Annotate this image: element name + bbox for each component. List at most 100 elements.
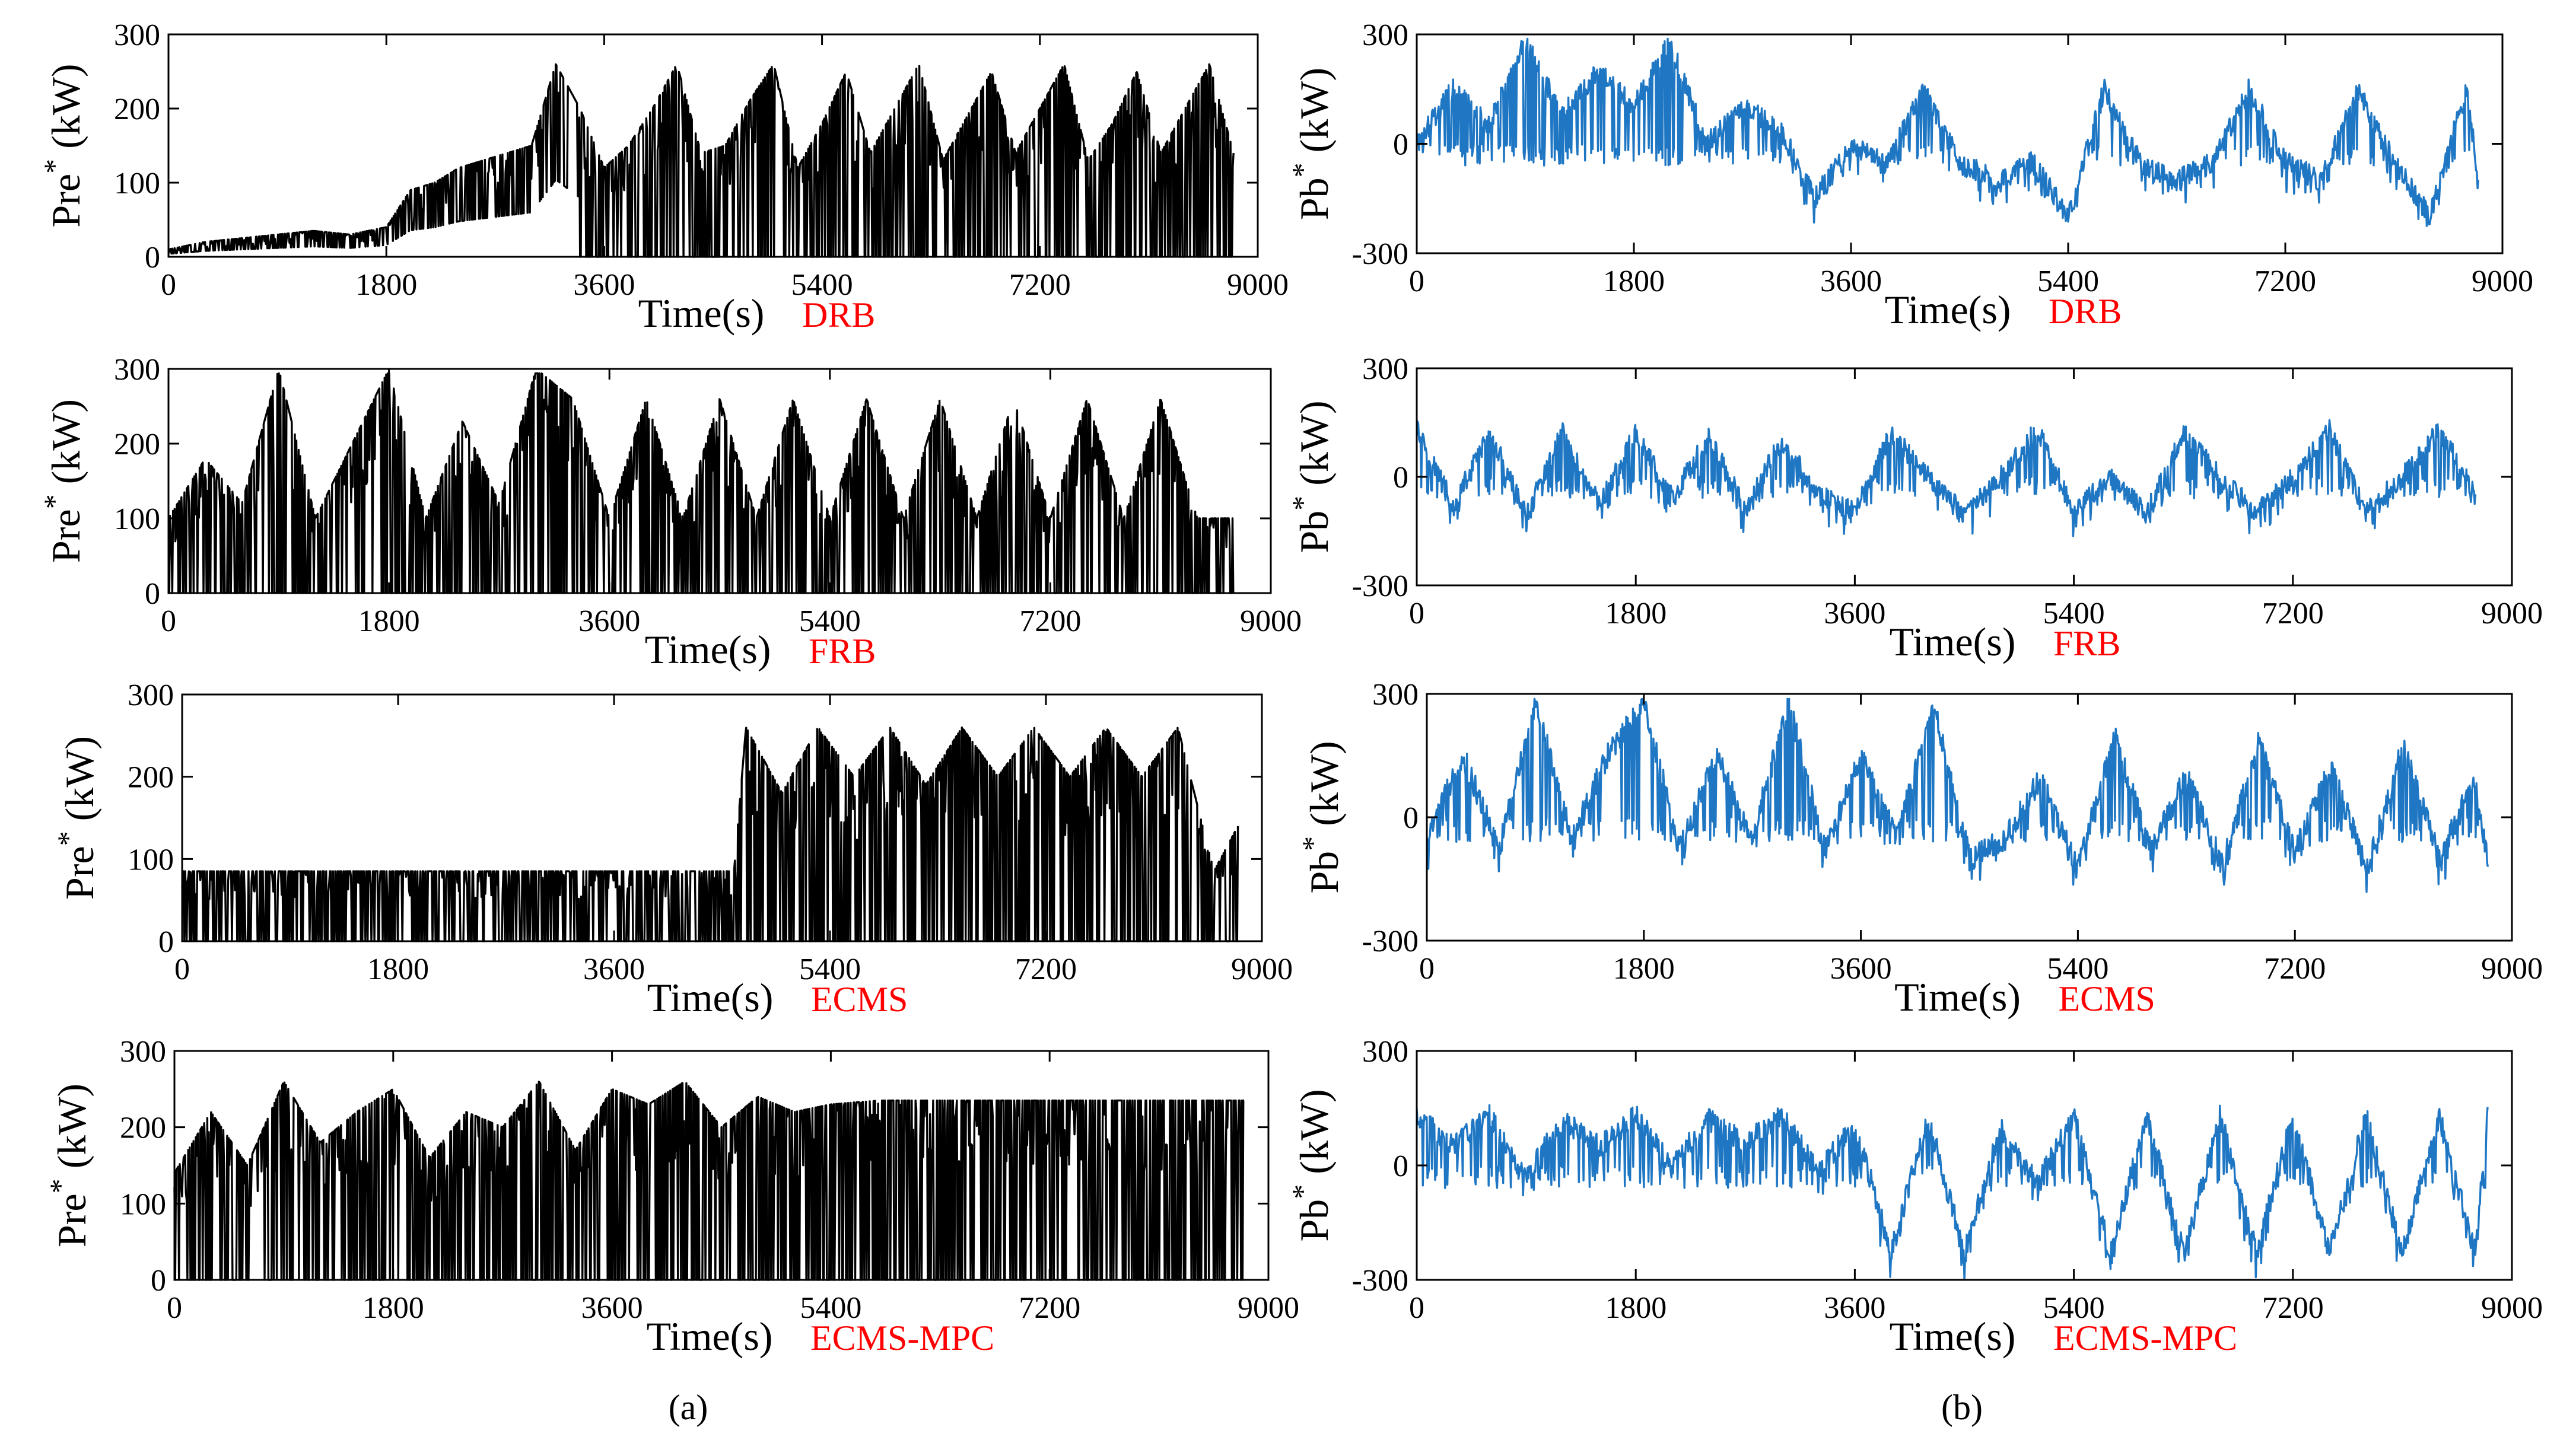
x-tick-label: 7200 [2254, 265, 2316, 298]
y-tick-label: 200 [120, 1111, 166, 1145]
y-label-main: Pre [43, 509, 88, 563]
y-tick-label: 100 [120, 1187, 166, 1221]
x-tick-label: 9000 [2481, 952, 2543, 986]
method-label: DRB [802, 295, 875, 334]
y-label-main: Pre [43, 174, 88, 228]
x-tick-label: 0 [167, 1291, 182, 1325]
method-label: ECMS [2059, 979, 2155, 1018]
x-tick-label: 9000 [2481, 1291, 2543, 1325]
y-tick-label: -300 [1352, 1264, 1408, 1298]
y-tick-label: -300 [1362, 925, 1419, 958]
x-tick-label: 3600 [1830, 952, 1892, 986]
x-axis-label: Time(s) [647, 975, 774, 1020]
y-tick-label: 100 [128, 843, 174, 877]
x-tick-label: 3600 [573, 268, 635, 302]
y-label-superscript: * [1286, 496, 1319, 511]
y-label-unit: (kW) [43, 63, 88, 158]
chart-left-ecms: 0 100 200 300 0 1800 3600 5400 7200 9000 Time(s) EC… [51, 678, 1293, 1020]
y-label-main: Pb [1302, 851, 1347, 894]
x-tick-label: 9000 [1238, 1291, 1299, 1325]
x-tick-label: 9000 [2481, 597, 2543, 630]
x-tick-label: 1800 [1613, 952, 1675, 986]
axes-frame [173, 1050, 1270, 1281]
x-tick-label: 0 [1409, 1291, 1424, 1325]
y-tick-label: 200 [128, 761, 174, 795]
x-tick-label: 3600 [578, 604, 640, 638]
x-tick-label: 7200 [2262, 1291, 2324, 1325]
y-tick-label: 100 [114, 167, 160, 200]
series-line-ecms [1426, 697, 2489, 893]
y-tick-label: -300 [1352, 569, 1408, 603]
x-tick-label: 1800 [367, 952, 429, 986]
x-tick-label: 3600 [581, 1291, 643, 1325]
x-tick-label: 1800 [1605, 597, 1667, 630]
y-axis-label: Pre* (kW) [51, 736, 102, 900]
x-axis-label: Time(s) [645, 627, 771, 672]
chart-left-ecms-mpc: 0 100 200 300 0 1800 3600 5400 7200 9000 Time(s) EC… [43, 1035, 1299, 1359]
y-tick-label: 200 [114, 428, 160, 461]
method-label: ECMS-MPC [810, 1318, 994, 1358]
y-label-unit: (kW) [1292, 68, 1337, 163]
method-label: FRB [809, 632, 876, 671]
y-axis-label: Pb* (kW) [1286, 400, 1337, 553]
y-label-unit: (kW) [43, 399, 88, 494]
method-label: DRB [2049, 292, 2122, 331]
x-tick-label: 5400 [800, 1291, 861, 1325]
chart-left-frb: 0 100 200 300 0 1800 3600 5400 7200 9000 Time(s) FR… [37, 353, 1302, 672]
x-tick-label: 0 [1419, 952, 1435, 986]
x-tick-label: 0 [1409, 265, 1424, 298]
x-axis-label: Time(s) [647, 1314, 773, 1359]
axes-frame [167, 33, 1259, 258]
y-tick-label: 300 [1372, 678, 1419, 712]
x-tick-label: 9000 [1227, 268, 1289, 302]
series-line-ecms-mpc [1416, 1104, 2489, 1281]
series-line-drb [1416, 37, 2479, 227]
y-tick-label: -300 [1352, 237, 1408, 271]
y-axis-label: Pre* (kW) [43, 1084, 94, 1247]
y-tick-label: 300 [1362, 18, 1408, 52]
y-label-main: Pb [1292, 1199, 1337, 1242]
y-label-main: Pb [1292, 511, 1337, 553]
x-tick-label: 7200 [1009, 268, 1071, 302]
y-axis-label: Pb* (kW) [1286, 1089, 1337, 1241]
x-axis-label: Time(s) [1890, 619, 2016, 664]
series-line-frb [1416, 419, 2477, 537]
y-label-superscript: * [51, 831, 84, 846]
y-tick-label: 0 [145, 241, 160, 275]
y-tick-label: 200 [114, 93, 160, 126]
x-tick-label: 3600 [1820, 265, 1882, 298]
method-label: FRB [2053, 624, 2120, 663]
x-tick-label: 5400 [799, 604, 861, 638]
panel-label-a: (a) [669, 1388, 708, 1427]
x-axis-label: Time(s) [1885, 287, 2011, 332]
y-tick-label: 300 [114, 353, 160, 387]
x-axis-label: Time(s) [1894, 974, 2021, 1020]
axes-frame [181, 693, 1263, 942]
x-tick-label: 9000 [2472, 265, 2533, 298]
y-axis-label: Pre* (kW) [37, 63, 88, 227]
series-line-ecms [181, 727, 1239, 942]
x-tick-label: 7200 [1019, 1291, 1080, 1325]
y-tick-label: 0 [1393, 128, 1408, 162]
y-tick-label: 0 [158, 925, 174, 959]
x-tick-label: 0 [161, 604, 176, 638]
y-label-unit: (kW) [1292, 400, 1337, 495]
y-label-superscript: * [1286, 1184, 1319, 1199]
y-label-main: Pb [1292, 177, 1337, 220]
x-tick-label: 0 [161, 268, 176, 302]
x-tick-label: 9000 [1240, 604, 1302, 638]
x-tick-label: 7200 [2262, 597, 2324, 630]
y-label-superscript: * [37, 159, 71, 174]
y-label-superscript: * [43, 1178, 77, 1193]
x-tick-label: 5400 [791, 268, 853, 302]
x-tick-label: 5400 [2043, 597, 2105, 630]
x-tick-label: 7200 [1019, 604, 1081, 638]
y-tick-label: 0 [145, 577, 160, 611]
x-tick-label: 5400 [2043, 1291, 2105, 1325]
x-tick-label: 5400 [2047, 952, 2108, 986]
series-line-drb [167, 63, 1235, 258]
series-line-frb [168, 372, 1235, 594]
